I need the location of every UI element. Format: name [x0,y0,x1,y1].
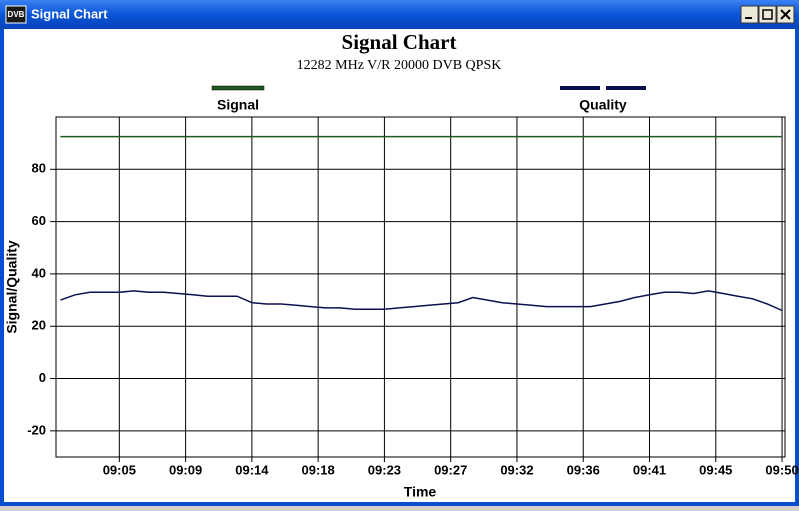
legend-swatch [211,85,265,91]
app-icon-label: DVB [8,10,25,19]
x-tick-label: 09:45 [699,462,732,477]
maximize-glyph [762,9,773,20]
x-tick-label: 09:09 [169,462,202,477]
x-axis-label: Time [404,484,437,500]
x-tick-label: 09:50 [765,462,798,477]
y-tick-label: 0 [39,370,46,385]
close-glyph [780,9,791,20]
x-tick-label: 09:05 [103,462,136,477]
plot-frame [55,116,786,458]
x-tick-label: 09:36 [567,462,600,477]
x-tick-label: 09:23 [368,462,401,477]
y-tick-label: 60 [32,213,46,228]
y-tick-label: 20 [32,318,46,333]
x-tick-label: 09:41 [633,462,666,477]
x-tick-label: 09:27 [434,462,467,477]
minimize-box[interactable] [740,5,759,24]
x-tick-label: 09:32 [500,462,533,477]
window-title: Signal Chart [31,6,108,21]
legend-label: Quality [579,97,627,113]
series-line [60,290,783,312]
legend-swatch [606,86,646,90]
close-button[interactable] [776,5,795,24]
y-tick-label: 40 [32,265,46,280]
chart-subtitle: 12282 MHz V/R 20000 DVB QPSK [297,58,502,73]
minimize-glyph [745,17,752,19]
maximize-box[interactable] [758,5,777,24]
y-axis-label: Signal/Quality [4,240,20,334]
maximize-button[interactable] [758,5,777,24]
legend-swatch [560,86,600,90]
x-tick-label: 09:14 [235,462,269,477]
chart-title: Signal Chart [342,30,457,54]
legend-label: Signal [217,97,259,113]
y-tick-label: 80 [32,161,46,176]
app-icon [5,5,27,24]
y-tick-label: -20 [27,422,46,437]
x-tick-label: 09:18 [302,462,335,477]
client-area [4,29,795,502]
title-bar [0,0,799,29]
minimize-button[interactable] [740,5,759,24]
